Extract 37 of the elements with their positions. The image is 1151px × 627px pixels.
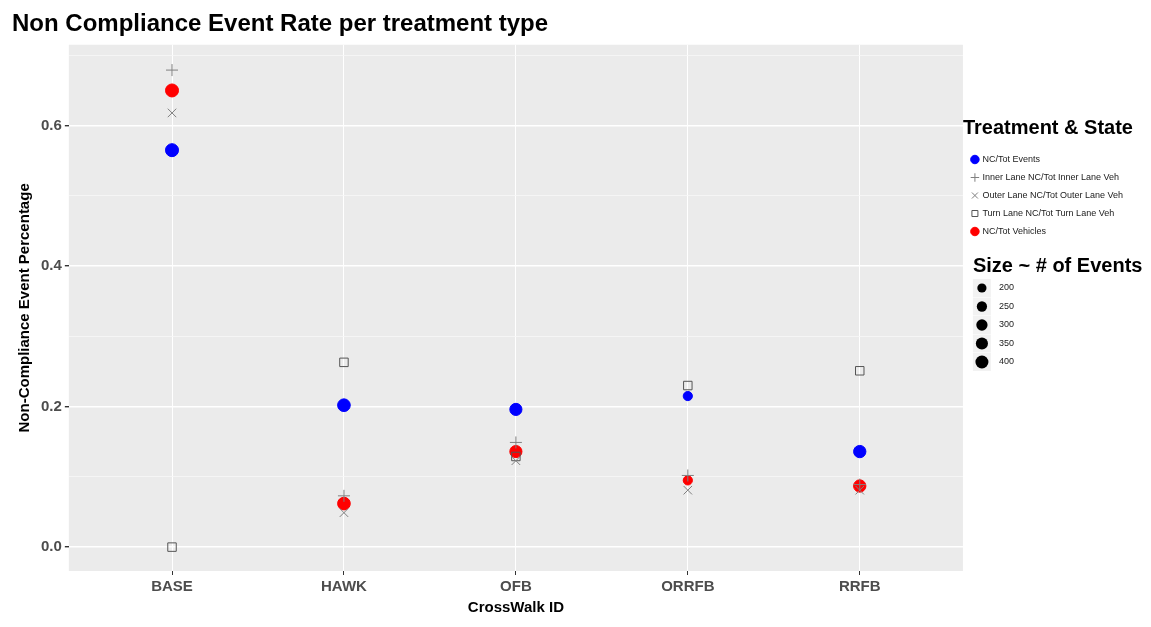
point bbox=[339, 507, 349, 518]
chart-title: Non Compliance Event Rate per treatment type bbox=[12, 9, 549, 37]
point bbox=[167, 108, 177, 118]
point bbox=[339, 357, 349, 368]
x-tick-label: RRFB bbox=[838, 577, 881, 595]
point bbox=[683, 380, 693, 391]
point bbox=[855, 366, 865, 376]
x-tick-label: HAWK bbox=[321, 577, 368, 595]
legend-label: 400 bbox=[998, 356, 1014, 367]
x-axis-title: CrossWalk ID bbox=[467, 598, 565, 616]
y-tick-label: 0.2 bbox=[40, 396, 62, 414]
point bbox=[165, 63, 179, 77]
point bbox=[511, 455, 521, 466]
legend-label: 300 bbox=[998, 319, 1014, 330]
legend-label: Turn Lane NC/Tot Turn Lane Veh bbox=[982, 207, 1115, 218]
legend-label: Outer Lane NC/Tot Outer Lane Veh bbox=[982, 189, 1124, 200]
x-tick-label: BASE bbox=[151, 577, 193, 595]
point bbox=[683, 485, 693, 495]
legend-title: Treatment & State bbox=[962, 115, 1133, 138]
legend-label: 350 bbox=[998, 337, 1014, 348]
legend-label: NC/Tot Events bbox=[982, 153, 1041, 164]
text: Size ~ # of Events bbox=[972, 253, 1143, 276]
point bbox=[681, 468, 695, 482]
legend-label: NC/Tot Vehicles bbox=[982, 225, 1047, 236]
legend-label: 250 bbox=[998, 300, 1014, 311]
point bbox=[337, 489, 351, 503]
x-tick-label: ORRFB bbox=[661, 577, 715, 595]
point bbox=[511, 451, 521, 462]
y-axis-title: Non-Compliance Event Percentage bbox=[15, 183, 33, 433]
x-tick-label: OFB bbox=[500, 577, 532, 595]
point bbox=[509, 435, 523, 449]
legend-label: 200 bbox=[998, 282, 1014, 293]
point bbox=[167, 542, 177, 552]
y-tick-label: 0.6 bbox=[40, 115, 62, 133]
y-tick-label: 0.4 bbox=[40, 256, 63, 274]
y-tick-label: 0.0 bbox=[40, 537, 62, 555]
legend-label: Inner Lane NC/Tot Inner Lane Veh bbox=[982, 171, 1120, 182]
